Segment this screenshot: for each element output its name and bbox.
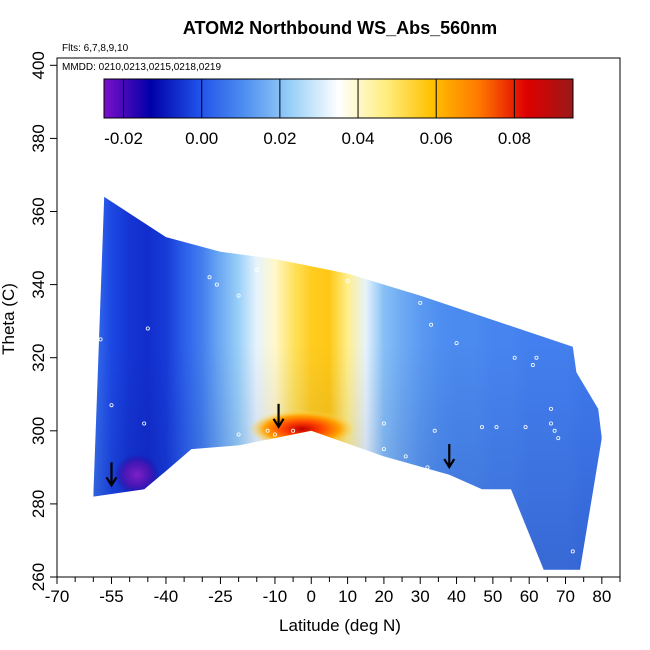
sample-point	[494, 425, 499, 430]
x-tick-label: 80	[592, 587, 611, 606]
x-tick-label: 60	[520, 587, 539, 606]
x-tick-label: -10	[263, 587, 288, 606]
sample-point	[345, 278, 350, 283]
sample-point	[523, 425, 528, 430]
sample-point	[207, 275, 212, 280]
x-tick-label: -25	[208, 587, 233, 606]
colorbar-tick-label: -0.02	[104, 129, 143, 148]
y-tick-label: 340	[29, 270, 48, 298]
x-tick-label: -55	[99, 587, 124, 606]
sample-point	[530, 363, 535, 368]
x-axis-title: Latitude (deg N)	[279, 616, 401, 635]
sample-point	[272, 432, 277, 437]
sample-point	[425, 465, 430, 470]
sample-point	[512, 355, 517, 360]
sample-point	[418, 300, 423, 305]
sample-point	[403, 454, 408, 459]
x-tick-label: 30	[411, 587, 430, 606]
sample-point	[142, 421, 147, 426]
y-tick-label: 380	[29, 124, 48, 152]
y-tick-label: 260	[29, 563, 48, 591]
flights-label: Flts: 6,7,8,9,10	[62, 43, 129, 54]
sample-point	[454, 341, 459, 346]
sample-point	[556, 436, 561, 441]
x-tick-label: 40	[447, 587, 466, 606]
sample-point	[254, 267, 259, 272]
colorbar-tick-label: 0.02	[263, 129, 296, 148]
chart-title: ATOM2 Northbound WS_Abs_560nm	[183, 18, 497, 38]
colorbar-tick-label: 0.06	[420, 129, 453, 148]
colorbar-ticks: -0.02 0.00 0.02 0.04 0.06 0.08	[104, 79, 531, 148]
y-tick-label: 300	[29, 417, 48, 445]
x-tick-label: -40	[154, 587, 179, 606]
sample-point	[98, 337, 103, 342]
colorbar-tick-label: 0.04	[341, 129, 374, 148]
arrows	[105, 403, 456, 488]
y-tick-label: 320	[29, 344, 48, 372]
sample-point	[548, 406, 553, 411]
sample-point	[236, 293, 241, 298]
arrow	[105, 462, 118, 488]
x-tick-label: -70	[45, 587, 70, 606]
x-tick-label: 10	[338, 587, 357, 606]
sample-point	[432, 428, 437, 433]
arrow	[272, 403, 285, 429]
sample-point	[291, 428, 296, 433]
colorbar: -0.02 0.00 0.02 0.04 0.06 0.08	[103, 78, 574, 148]
sample-point	[552, 428, 557, 433]
sample-point	[338, 267, 343, 272]
sample-point	[570, 549, 575, 554]
sample-point	[236, 432, 241, 437]
sample-point	[214, 282, 219, 287]
sample-points	[98, 267, 575, 554]
dates-label: MMDD: 0210,0213,0215,0218,0219	[62, 62, 221, 73]
sample-point	[479, 425, 484, 430]
x-axis: -70 -55 -40 -25 -10 0 10 20 30 40 50 60 70 80	[45, 577, 621, 606]
sample-point	[109, 403, 114, 408]
x-tick-label: 20	[374, 587, 393, 606]
y-tick-label: 400	[29, 51, 48, 79]
sample-point	[534, 355, 539, 360]
sample-point	[381, 421, 386, 426]
sample-point	[429, 322, 434, 327]
plot-frame	[56, 57, 621, 578]
sample-point	[145, 326, 150, 331]
high-values-near-tropopause	[248, 410, 356, 448]
x-tick-label: 50	[483, 587, 502, 606]
y-axis: 260 280 300 320 340 360 380 400	[29, 51, 57, 591]
y-tick-label: 360	[29, 197, 48, 225]
y-tick-label: 280	[29, 490, 48, 518]
x-tick-label: 0	[307, 587, 316, 606]
sample-point	[265, 428, 270, 433]
colorbar-bar	[103, 78, 574, 119]
arrow	[443, 444, 456, 470]
colorbar-tick-label: 0.00	[185, 129, 218, 148]
sample-point	[548, 421, 553, 426]
purple-minimum	[114, 454, 160, 496]
sample-point	[381, 447, 386, 452]
x-tick-label: 70	[556, 587, 575, 606]
y-axis-title: Theta (C)	[0, 283, 18, 355]
colorbar-tick-label: 0.08	[498, 129, 531, 148]
